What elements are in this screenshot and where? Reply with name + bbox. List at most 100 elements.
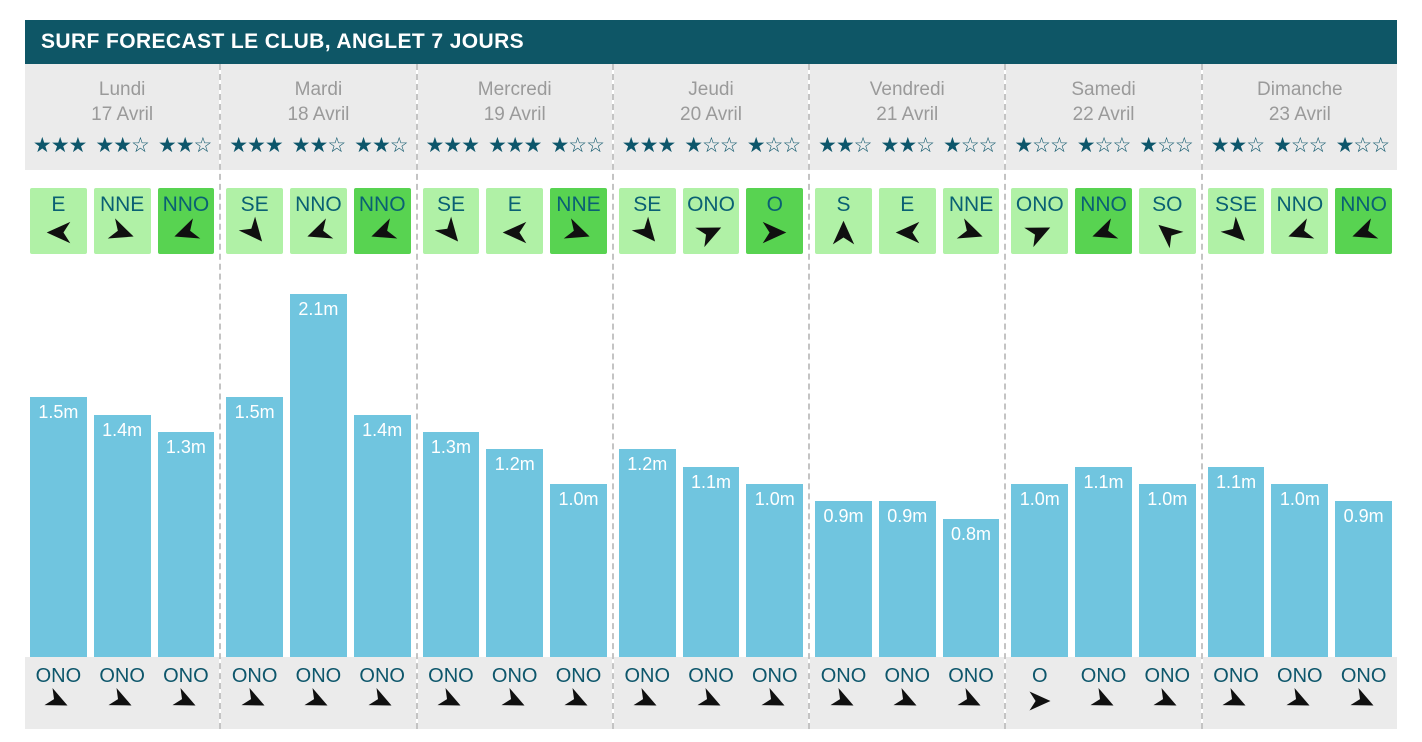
star-rating-group: ★★☆ <box>291 134 346 157</box>
day-date: 19 Avril <box>483 104 546 125</box>
wind-direction-label: NNO <box>162 193 210 216</box>
swell-direction-label: ONO <box>751 665 798 687</box>
swell-direction-label: ONO <box>688 665 734 687</box>
wind-cell: NNO <box>157 188 215 254</box>
swell-direction-label: ONO <box>1340 665 1387 687</box>
wave-bar: 1.0m <box>1011 484 1069 657</box>
day-header: Samedi 22 Avril ★☆☆ ★☆☆ ★☆☆ <box>1006 64 1201 170</box>
wind-cell: O <box>746 188 804 254</box>
swell-row: ONO ONO ONO <box>417 657 612 729</box>
swell-direction-arrow-icon <box>172 687 198 713</box>
swell-cell: ONO <box>1139 664 1196 729</box>
wave-bar: 0.8m <box>942 519 1000 657</box>
day-column: Jeudi 20 Avril ★★★ ★☆☆ ★☆☆ SE ONO O 1.2m 1.1m… <box>611 64 809 729</box>
swell-direction-arrow-icon <box>437 687 463 713</box>
wave-height-label: 0.8m <box>951 524 992 544</box>
wind-direction-arrow-icon <box>830 219 857 246</box>
wind-direction-label: E <box>900 193 915 216</box>
wave-bar: 1.0m <box>746 484 804 657</box>
day-date: 22 Avril <box>1072 104 1135 125</box>
wind-direction-label: SSE <box>1215 193 1258 216</box>
star-ratings: ★★★ ★☆☆ ★☆☆ <box>614 134 808 157</box>
swell-direction-label: ONO <box>99 665 145 687</box>
wave-bar: 1.3m <box>157 432 215 657</box>
star-rating-group: ★☆☆ <box>746 134 801 157</box>
wind-direction-label: NNE <box>99 193 145 216</box>
swell-direction-arrow-icon <box>1090 687 1116 713</box>
wave-bar: 1.0m <box>550 484 607 657</box>
wave-bar: 1.1m <box>1207 467 1265 657</box>
swell-direction-label: ONO <box>555 665 602 687</box>
wave-height-label: 1.1m <box>1083 472 1124 492</box>
day-name: Dimanche <box>1257 79 1343 100</box>
wind-direction-arrow-icon <box>956 218 985 246</box>
wave-height-label: 2.1m <box>298 299 339 319</box>
wind-direction-arrow-icon <box>172 218 201 246</box>
wind-direction-arrow-icon <box>761 219 788 246</box>
star-ratings: ★★★ ★★☆ ★★☆ <box>221 134 415 157</box>
wind-direction-label: O <box>766 193 783 216</box>
swell-direction-label: O <box>1032 665 1048 687</box>
day-header: Dimanche 23 Avril ★★☆ ★☆☆ ★☆☆ <box>1202 64 1397 170</box>
star-rating-group: ★★☆ <box>818 134 872 157</box>
swell-cell: ONO <box>815 664 872 729</box>
wind-row: SE ONO O <box>618 188 804 254</box>
swell-cell: ONO <box>94 664 151 729</box>
swell-direction-arrow-icon <box>108 687 134 713</box>
wind-direction-arrow-icon <box>563 218 592 246</box>
wind-row: SSE NNO NNO <box>1207 188 1392 254</box>
wave-bars-area: 1.5m 2.1m 1.4m <box>226 254 411 657</box>
wave-height-label: 1.1m <box>1216 472 1257 492</box>
wave-height-label: 1.4m <box>362 420 403 440</box>
wind-direction-label: SE <box>436 193 465 216</box>
wave-bar: 2.1m <box>290 294 347 657</box>
wave-height-label: 1.3m <box>165 437 206 457</box>
day-column: Mardi 18 Avril ★★★ ★★☆ ★★☆ SE NNO NNO 1.5m 2.… <box>219 64 416 729</box>
swell-direction-arrow-icon <box>1153 687 1179 713</box>
wind-cell: NNE <box>550 188 607 254</box>
swell-cell: ONO <box>1335 664 1392 729</box>
star-rating-group: ★★★ <box>425 134 479 157</box>
wave-bar: 1.1m <box>682 467 740 657</box>
star-rating-group: ★★★ <box>487 134 542 157</box>
star-rating-group: ★★★ <box>621 134 676 157</box>
wave-bar: 1.1m <box>1075 467 1132 657</box>
star-ratings: ★★★ ★★★ ★☆☆ <box>418 134 612 157</box>
day-name: Jeudi <box>688 79 734 100</box>
star-rating-group: ★★☆ <box>1210 134 1265 157</box>
day-header: Mercredi 19 Avril ★★★ ★★★ ★☆☆ <box>417 64 612 170</box>
swell-cell: ONO <box>1271 664 1328 729</box>
wind-direction-arrow-icon <box>107 218 136 246</box>
day-column: Lundi 17 Avril ★★★ ★★☆ ★★☆ E NNE NNO 1.5m 1.4… <box>25 64 220 729</box>
star-rating-group: ★☆☆ <box>1335 134 1390 157</box>
swell-direction-label: ONO <box>359 665 405 687</box>
swell-cell: ONO <box>158 664 215 729</box>
day-column: Vendredi 21 Avril ★★☆ ★★☆ ★☆☆ S E NNE 0.9m 0.… <box>808 64 1005 729</box>
wind-direction-arrow-icon <box>631 216 661 246</box>
swell-cell: ONO <box>1075 664 1132 729</box>
star-ratings: ★★☆ ★☆☆ ★☆☆ <box>1203 134 1397 157</box>
wave-height-label: 1.0m <box>754 489 795 509</box>
swell-direction-arrow-icon <box>1222 687 1248 713</box>
swell-direction-arrow-icon <box>501 687 527 713</box>
day-name: Mardi <box>294 79 343 100</box>
swell-cell: ONO <box>619 664 676 729</box>
wind-row: S E NNE <box>815 188 1000 254</box>
swell-cell: ONO <box>943 664 1000 729</box>
star-ratings: ★☆☆ ★☆☆ ★☆☆ <box>1006 134 1200 157</box>
wave-bar: 1.5m <box>30 397 87 657</box>
swell-direction-label: ONO <box>1144 665 1191 687</box>
swell-direction-arrow-icon <box>957 687 983 713</box>
star-rating-group: ★☆☆ <box>1273 134 1327 157</box>
swell-cell: ONO <box>486 664 543 729</box>
wind-cell: E <box>878 188 936 254</box>
wave-height-label: 1.1m <box>690 472 731 492</box>
swell-direction-arrow-icon <box>829 687 856 713</box>
wind-direction-label: E <box>51 193 66 216</box>
wind-direction-label: NNO <box>358 193 406 216</box>
swell-direction-label: ONO <box>820 665 867 687</box>
swell-cell: ONO <box>683 664 740 729</box>
wind-direction-label: NNO <box>1340 193 1387 216</box>
swell-cell: O <box>1011 664 1068 729</box>
